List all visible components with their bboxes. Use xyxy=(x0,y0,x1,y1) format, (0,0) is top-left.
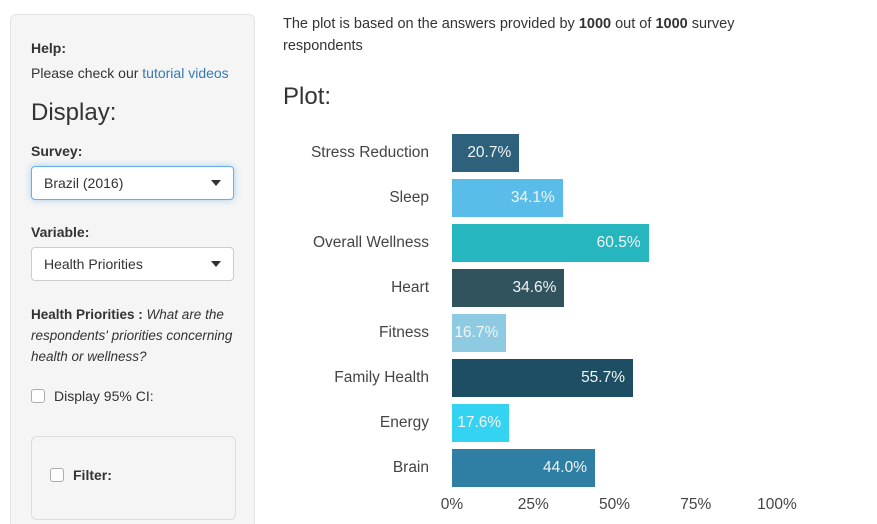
category-label: Overall Wellness xyxy=(312,233,429,251)
x-axis-tick: 25% xyxy=(517,495,549,513)
bar-heart[interactable]: 34.6% xyxy=(452,268,565,307)
category-label: Energy xyxy=(379,413,429,431)
ci-checkbox[interactable] xyxy=(31,388,45,403)
tutorial-videos-link[interactable]: tutorial videos xyxy=(142,65,229,81)
chart-row: Overall Wellness 60.5% xyxy=(283,223,877,262)
x-axis-tick: 100% xyxy=(757,495,797,513)
bar-track: 20.7% xyxy=(452,133,777,172)
variable-description: Health Priorities : What are the respond… xyxy=(31,305,236,368)
bar-fitness[interactable]: 16.7% xyxy=(452,313,507,352)
chart-row: Sleep 34.1% xyxy=(283,178,877,217)
category-label: Heart xyxy=(391,278,429,296)
bar-sleep[interactable]: 34.1% xyxy=(452,178,563,217)
respondents-text: The plot is based on the answers provide… xyxy=(283,13,741,58)
filter-checkbox-label: Filter: xyxy=(73,466,112,483)
x-axis: 0% 25% 50% 75% 100% xyxy=(441,494,797,520)
bar-value-label: 55.7% xyxy=(581,368,626,386)
category-label: Family Health xyxy=(334,368,429,386)
chart-row: Brain 44.0% xyxy=(283,448,877,487)
display-heading: Display: xyxy=(31,99,117,126)
filter-checkbox[interactable] xyxy=(50,467,64,482)
sidebar: Help: Please check our tutorial videos D… xyxy=(10,14,255,524)
bar-value-label: 60.5% xyxy=(596,233,641,251)
bar-overall-wellness[interactable]: 60.5% xyxy=(452,223,649,262)
variable-select-value: Health Priorities xyxy=(44,256,143,272)
survey-label: Survey: xyxy=(31,143,83,159)
respondents-count: 1000 xyxy=(578,16,612,32)
bar-track: 60.5% xyxy=(452,223,777,262)
chart-row: Heart 34.6% xyxy=(283,268,877,307)
bar-stress-reduction[interactable]: 20.7% xyxy=(452,133,520,172)
plot-heading: Plot: xyxy=(283,82,332,110)
bar-brain[interactable]: 44.0% xyxy=(452,448,595,487)
category-label: Fitness xyxy=(379,323,429,341)
help-text: Please check our tutorial videos xyxy=(31,65,234,81)
bar-track: 34.1% xyxy=(452,178,777,217)
ci-checkbox-label: Display 95% CI: xyxy=(54,387,154,404)
variable-description-text: What are the respondents' priorities con… xyxy=(31,307,233,364)
category-label: Stress Reduction xyxy=(310,143,429,161)
bar-track: 17.6% xyxy=(452,403,777,442)
chart-row: Stress Reduction 20.7% xyxy=(283,133,877,172)
bar-value-label: 34.1% xyxy=(510,188,555,206)
variable-label: Variable: xyxy=(31,224,90,240)
bar-energy[interactable]: 17.6% xyxy=(452,403,510,442)
respondents-total: 1000 xyxy=(655,16,688,32)
help-label: Help: xyxy=(31,40,66,56)
variable-description-label: Health Priorities : xyxy=(31,307,143,322)
x-axis-tick: 0% xyxy=(440,495,464,513)
category-label: Sleep xyxy=(389,188,429,206)
variable-select[interactable]: Health Priorities xyxy=(31,247,234,281)
bar-value-label: 16.7% xyxy=(454,323,499,341)
chevron-down-icon xyxy=(211,180,221,186)
chart-row: Family Health 55.7% xyxy=(283,358,877,397)
bar-value-label: 44.0% xyxy=(543,458,587,476)
filter-box: Filter: xyxy=(31,435,236,520)
bar-family-health[interactable]: 55.7% xyxy=(452,358,634,397)
bar-track: 55.7% xyxy=(452,358,777,397)
bar-track: 44.0% xyxy=(452,448,777,487)
ci-checkbox-row[interactable]: Display 95% CI: xyxy=(31,388,234,404)
bar-track: 16.7% xyxy=(452,313,777,352)
x-axis-tick: 50% xyxy=(598,495,631,513)
survey-select[interactable]: Brazil (2016) xyxy=(31,166,234,200)
x-axis-tick: 75% xyxy=(680,495,712,513)
bar-chart: Stress Reduction 20.7% Sleep 34.1% Overa… xyxy=(283,133,877,520)
main-panel: The plot is based on the answers provide… xyxy=(283,0,877,520)
bar-value-label: 20.7% xyxy=(467,143,512,161)
respondents-text-part2: out of xyxy=(611,16,656,32)
bar-track: 34.6% xyxy=(452,268,777,307)
chart-row: Fitness 16.7% xyxy=(283,313,877,352)
chevron-down-icon xyxy=(211,261,221,267)
bar-value-label: 17.6% xyxy=(457,413,502,431)
survey-select-value: Brazil (2016) xyxy=(44,175,124,191)
chart-row: Energy 17.6% xyxy=(283,403,877,442)
category-label: Brain xyxy=(392,458,429,476)
help-text-prefix: Please check our xyxy=(31,65,143,81)
respondents-text-part1: The plot is based on the answers provide… xyxy=(283,16,579,32)
filter-checkbox-row[interactable]: Filter: xyxy=(50,467,217,483)
respondents-text-part3: survey respondents xyxy=(283,16,735,55)
bar-value-label: 34.6% xyxy=(512,278,557,296)
